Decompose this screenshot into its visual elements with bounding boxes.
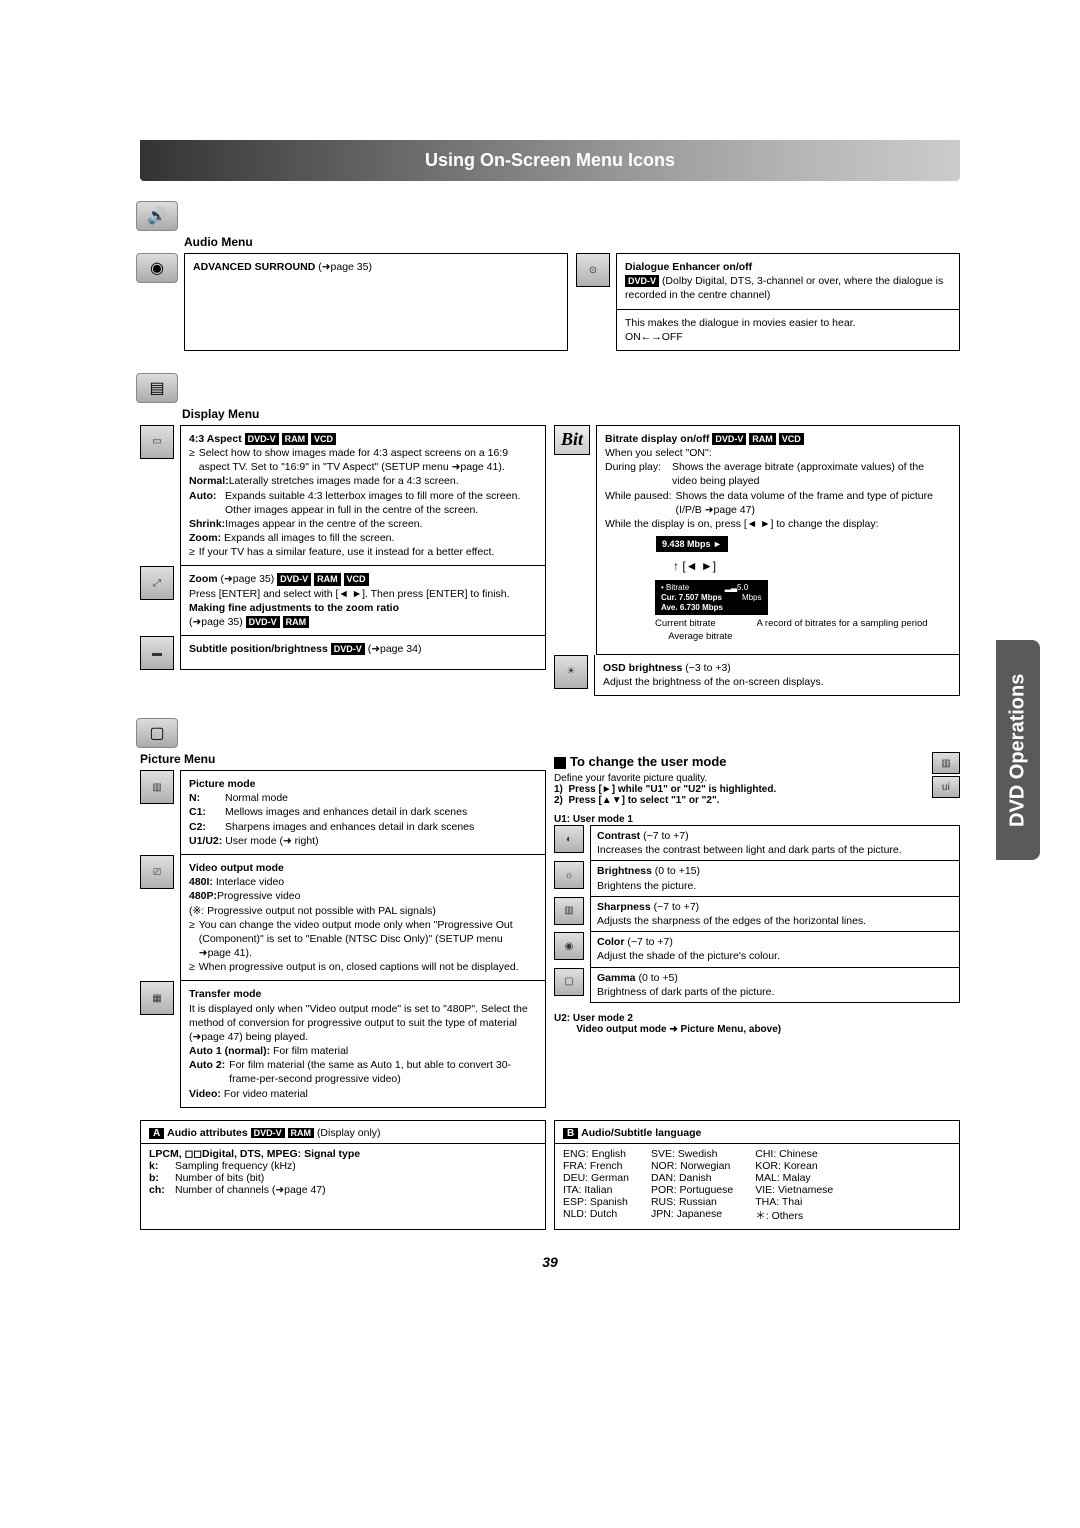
user-mode-step1: 1) Press [►] while "U1" or "U2" is highl… xyxy=(554,784,924,795)
bitrate-visual: 9.438 Mbps ► ↑ [◄ ►] • Bitrate ▂▃5.0 Cur… xyxy=(655,535,951,644)
subtitle-icon: ▬ xyxy=(140,636,174,670)
user-mode-intro: Define your favorite picture quality. xyxy=(554,773,924,784)
lang-row: RUS: Russian xyxy=(651,1196,733,1208)
lang-col-1: ENG: EnglishFRA: FrenchDEU: GermanITA: I… xyxy=(563,1148,629,1223)
user-mode-settings: ◐Contrast (−7 to +7)Increases the contra… xyxy=(554,825,960,1003)
lang-row: CHI: Chinese xyxy=(755,1148,833,1160)
user-mode-step2: 2) Press [▲▼] to select "1" or "2". xyxy=(554,795,924,806)
osd-box: OSD brightness (−3 to +3) Adjust the bri… xyxy=(594,655,960,696)
picture-menu-section: ▢ Picture Menu ▥ Picture mode N:Normal m… xyxy=(140,718,960,1108)
contrast-icon: ◐ xyxy=(554,825,584,853)
page-title-bar: Using On-Screen Menu Icons xyxy=(140,140,960,181)
dialogue-enhancer-box: Dialogue Enhancer on/off DVD-V (Dolby Di… xyxy=(616,253,960,310)
audio-menu-label: Audio Menu xyxy=(184,235,960,249)
aspect-icon: ▭ xyxy=(140,425,174,459)
lang-row: NLD: Dutch xyxy=(563,1208,629,1220)
user-mode-icon-1: ▥ xyxy=(932,752,960,774)
zoom-icon: ⤢ xyxy=(140,566,174,600)
bitrate-box: Bitrate display on/off DVD-V RAM VCD Whe… xyxy=(596,425,960,655)
language-box: B Audio/Subtitle language ENG: EnglishFR… xyxy=(554,1120,960,1230)
display-menu-label: Display Menu xyxy=(182,407,960,421)
subtitle-box: Subtitle position/brightness DVD-V (➜pag… xyxy=(180,636,546,670)
u1-label: U1: User mode 1 xyxy=(554,814,633,825)
lang-row: MAL: Malay xyxy=(755,1172,833,1184)
transfer-icon: ▦ xyxy=(140,981,174,1015)
page: Using On-Screen Menu Icons DVD Operation… xyxy=(0,0,1080,1330)
zoom-box: Zoom (➜page 35) DVD-V RAM VCD Press [ENT… xyxy=(180,566,546,636)
audio-menu-section: 🔊 ◉ Audio Menu ADVANCED SURROUND (➜page … xyxy=(140,201,960,351)
lang-row: KOR: Korean xyxy=(755,1160,833,1172)
lang-row: ESP: Spanish xyxy=(563,1196,629,1208)
picture-icon: ▢ xyxy=(136,718,178,748)
transfer-mode-box: Transfer mode It is displayed only when … xyxy=(180,981,546,1107)
u2-label: U2: User mode 2 Video output mode ➜ Pict… xyxy=(554,1013,960,1035)
lang-row: POR: Portuguese xyxy=(651,1184,733,1196)
picture-menu-label: Picture Menu xyxy=(140,752,546,766)
picture-mode-box: Picture mode N:Normal mode C1:Mellows im… xyxy=(180,770,546,855)
lang-row: NOR: Norwegian xyxy=(651,1160,733,1172)
lang-col-3: CHI: ChineseKOR: KoreanMAL: MalayVIE: Vi… xyxy=(755,1148,833,1223)
display-menu-section: ▤ Display Menu ▭ 4:3 Aspect DVD-V RAM VC… xyxy=(140,373,960,696)
video-out-icon: ⎚ xyxy=(140,855,174,889)
dialogue-icon: ⊙ xyxy=(576,253,610,287)
lang-row: ENG: English xyxy=(563,1148,629,1160)
dialogue-enhancer-note: This makes the dialogue in movies easier… xyxy=(616,310,960,351)
sharpness-icon: ▥ xyxy=(554,897,584,925)
aspect-box: 4:3 Aspect DVD-V RAM VCD Select how to s… xyxy=(180,425,546,567)
osd-icon: ☀ xyxy=(554,655,588,689)
lang-row: DEU: German xyxy=(563,1172,629,1184)
video-output-box: Video output mode 480I: Interlace video … xyxy=(180,855,546,981)
side-tab: DVD Operations xyxy=(996,640,1040,860)
display-icon: ▤ xyxy=(136,373,178,403)
gamma-icon: ▢ xyxy=(554,968,584,996)
lang-row: SVE: Swedish xyxy=(651,1148,733,1160)
color-icon: ◉ xyxy=(554,932,584,960)
user-mode-icon-2: uⅰ xyxy=(932,776,960,798)
brightness-icon: ☼ xyxy=(554,861,584,889)
language-columns: ENG: EnglishFRA: FrenchDEU: GermanITA: I… xyxy=(563,1148,951,1223)
lang-row: ITA: Italian xyxy=(563,1184,629,1196)
lang-row: VIE: Vietnamese xyxy=(755,1184,833,1196)
advanced-surround-box: ADVANCED SURROUND (➜page 35) xyxy=(184,253,568,351)
picture-mode-icon: ▥ xyxy=(140,770,174,804)
lang-col-2: SVE: SwedishNOR: NorwegianDAN: DanishPOR… xyxy=(651,1148,733,1223)
surround-icon: ◉ xyxy=(136,253,178,283)
bitrate-icon: Bit xyxy=(554,425,590,455)
lang-row: DAN: Danish xyxy=(651,1172,733,1184)
speaker-icon: 🔊 xyxy=(136,201,178,231)
audio-attributes-box: A Audio attributes DVD-V RAM (Display on… xyxy=(140,1120,546,1230)
lang-row: ＊: Others xyxy=(755,1208,833,1223)
user-mode-heading: To change the user mode xyxy=(554,754,924,769)
lang-row: JPN: Japanese xyxy=(651,1208,733,1220)
page-number: 39 xyxy=(140,1254,960,1270)
lang-row: THA: Thai xyxy=(755,1196,833,1208)
lang-row: FRA: French xyxy=(563,1160,629,1172)
